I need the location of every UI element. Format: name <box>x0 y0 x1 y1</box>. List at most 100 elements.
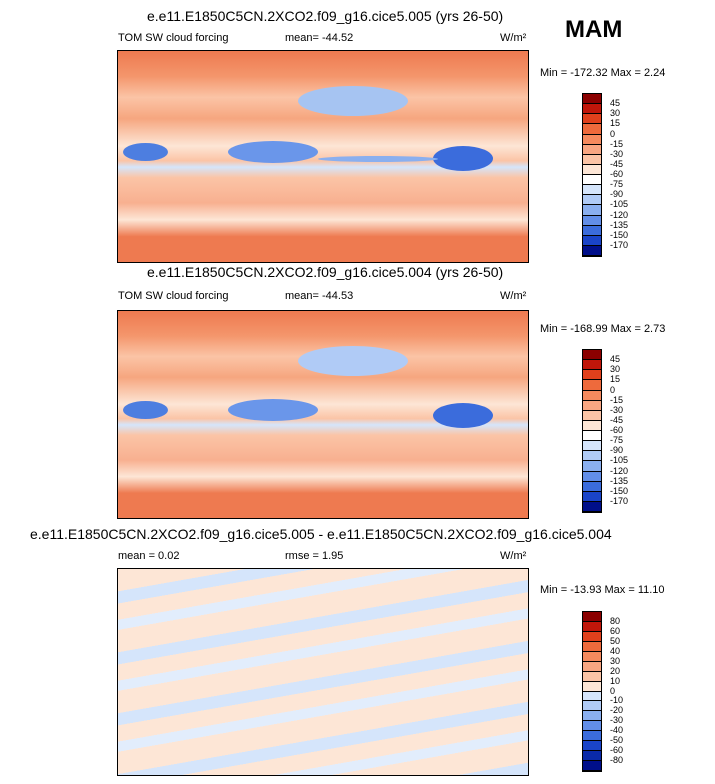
colorbar-label: -45 <box>610 414 624 425</box>
colorbar-box <box>583 380 601 391</box>
colorbar-label: 20 <box>610 665 621 676</box>
colorbar-label: 50 <box>610 635 621 646</box>
colorbar-box <box>583 641 601 652</box>
variable: TOM SW cloud forcing <box>118 290 229 302</box>
colorbar-label: -50 <box>610 735 624 746</box>
colorbar-box <box>583 471 601 482</box>
units: W/m² <box>500 290 527 302</box>
colorbar-label: 15 <box>610 374 621 385</box>
colorbar-label: -30 <box>610 715 624 726</box>
variable: TOM SW cloud forcing <box>118 32 229 44</box>
colorbar-box <box>583 225 601 236</box>
colorbar-box <box>583 461 601 472</box>
colorbar-label: -150 <box>610 485 629 496</box>
colorbar-label: -90 <box>610 445 624 456</box>
colorbar-box <box>583 431 601 442</box>
mean: mean = 0.02 <box>118 550 180 562</box>
map-shade <box>228 141 318 163</box>
colorbar-box <box>583 731 601 742</box>
map <box>117 310 529 519</box>
colorbar-box <box>583 691 601 702</box>
season-label: MAM <box>565 16 623 43</box>
colorbar-box <box>583 154 601 165</box>
colorbar-box <box>583 400 601 411</box>
colorbar-box <box>583 114 601 125</box>
colorbar-box <box>583 420 601 431</box>
colorbar-box <box>583 185 601 196</box>
map-shade <box>298 346 408 376</box>
colorbar-box <box>583 104 601 115</box>
map-shade <box>318 156 438 162</box>
colorbar-label: -45 <box>610 158 624 169</box>
colorbar-label: -60 <box>610 745 624 756</box>
colorbar-box <box>583 144 601 155</box>
rmse: rmse = 1.95 <box>285 550 344 562</box>
colorbar-label: -105 <box>610 199 629 210</box>
units: W/m² <box>500 550 527 562</box>
colorbar-box <box>583 711 601 722</box>
colorbar-box <box>583 671 601 682</box>
colorbar-label: -120 <box>610 465 629 476</box>
min-max: Min = -13.93 Max = 11.10 <box>540 584 665 596</box>
colorbar-box <box>583 205 601 216</box>
panel-title: e.e11.E1850C5CN.2XCO2.f09_g16.cice5.005 … <box>30 526 612 542</box>
colorbar-label: 15 <box>610 118 621 129</box>
mean: mean= -44.53 <box>285 290 354 302</box>
map-shade <box>228 399 318 421</box>
colorbar-label: -90 <box>610 189 624 200</box>
colorbar-box <box>583 451 601 462</box>
colorbar-label: 60 <box>610 625 621 636</box>
colorbar-box <box>583 235 601 246</box>
colorbar-box <box>583 701 601 712</box>
min-max: Min = -172.32 Max = 2.24 <box>540 67 666 79</box>
map <box>117 568 529 776</box>
colorbar-box <box>583 441 601 452</box>
colorbar-label: 30 <box>610 655 621 666</box>
colorbar-box <box>583 491 601 502</box>
colorbar <box>582 93 602 257</box>
colorbar-box <box>583 195 601 206</box>
colorbar-box <box>583 164 601 175</box>
colorbar-label: -15 <box>610 394 624 405</box>
colorbar-label: 40 <box>610 645 621 656</box>
colorbar-label: -150 <box>610 229 629 240</box>
colorbar <box>582 349 602 513</box>
panel-title: e.e11.E1850C5CN.2XCO2.f09_g16.cice5.004 … <box>147 264 504 280</box>
map-shade <box>298 86 408 116</box>
colorbar-box <box>583 612 601 622</box>
units: W/m² <box>500 32 527 44</box>
map <box>117 50 529 263</box>
colorbar-box <box>583 761 601 771</box>
colorbar-label: 45 <box>610 354 621 365</box>
colorbar-box <box>583 124 601 135</box>
panel-title: e.e11.E1850C5CN.2XCO2.f09_g16.cice5.005 … <box>147 8 504 24</box>
colorbar-label: -10 <box>610 695 624 706</box>
colorbar-label: 30 <box>610 364 621 375</box>
colorbar-box <box>583 631 601 642</box>
colorbar-box <box>583 410 601 421</box>
colorbar-label: -80 <box>610 755 624 766</box>
colorbar-box <box>583 370 601 381</box>
colorbar-label: -30 <box>610 148 624 159</box>
colorbar-label: -170 <box>610 495 629 506</box>
colorbar-box <box>583 481 601 492</box>
colorbar-label: 45 <box>610 98 621 109</box>
colorbar-box <box>583 741 601 752</box>
colorbar-box <box>583 621 601 632</box>
colorbar-label: -75 <box>610 435 624 446</box>
colorbar-box <box>583 350 601 361</box>
colorbar-box <box>583 245 601 256</box>
colorbar-label: -105 <box>610 455 629 466</box>
colorbar-box <box>583 751 601 762</box>
colorbar <box>582 611 602 772</box>
colorbar-box <box>583 390 601 401</box>
colorbar-label: -20 <box>610 705 624 716</box>
colorbar-box <box>583 215 601 226</box>
colorbar-box <box>583 661 601 672</box>
min-max: Min = -168.99 Max = 2.73 <box>540 323 666 335</box>
colorbar-label: -120 <box>610 209 629 220</box>
map-shade <box>123 401 168 419</box>
colorbar-label: -60 <box>610 169 624 179</box>
colorbar-box <box>583 681 601 692</box>
colorbar-label: -40 <box>610 725 624 736</box>
